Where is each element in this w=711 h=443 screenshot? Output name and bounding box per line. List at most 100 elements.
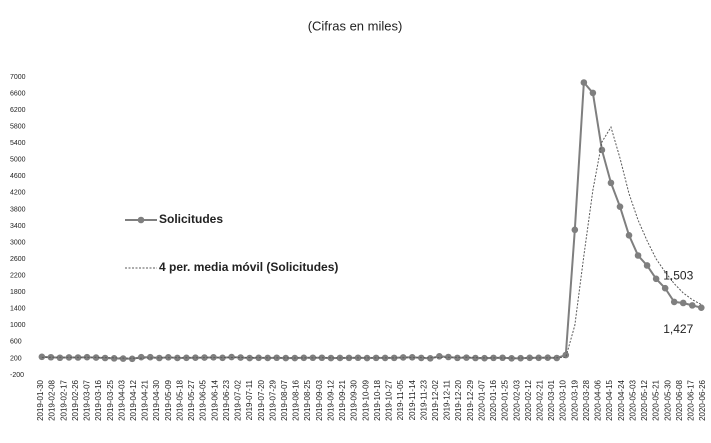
x-tick-label: 2019-12-20 xyxy=(454,379,463,420)
data-point xyxy=(363,354,371,362)
y-tick-label: 4600 xyxy=(10,173,26,180)
data-point xyxy=(697,304,705,311)
data-point xyxy=(580,79,588,86)
y-tick-label: -200 xyxy=(10,372,24,379)
x-tick-label: 2020-04-24 xyxy=(617,379,626,420)
data-point xyxy=(454,354,461,362)
x-tick-label: 2020-04-06 xyxy=(594,379,603,420)
data-point xyxy=(237,354,244,361)
x-tick-label: 2019-08-25 xyxy=(303,379,312,420)
x-tick-label: 2019-02-26 xyxy=(71,379,80,420)
x-tick-label: 2019-06-05 xyxy=(199,379,208,420)
y-tick-label: 6200 xyxy=(10,107,26,114)
x-tick-label: 2020-03-10 xyxy=(559,379,568,420)
x-tick-label: 2019-11-05 xyxy=(396,379,405,420)
x-tick-label: 2020-06-26 xyxy=(698,379,707,420)
data-point xyxy=(408,353,416,361)
x-tick-label: 2019-02-08 xyxy=(48,379,57,420)
data-point xyxy=(562,351,570,359)
data-point xyxy=(282,354,290,362)
data-point xyxy=(47,353,55,361)
x-tick-label: 2020-03-19 xyxy=(570,379,579,420)
y-tick-label: 1000 xyxy=(10,322,26,329)
x-tick-label: 2019-12-02 xyxy=(431,379,440,420)
x-tick-label: 2019-11-14 xyxy=(408,379,417,420)
value-label: 1,503 xyxy=(663,269,693,283)
data-point xyxy=(652,275,660,283)
data-point xyxy=(83,353,91,361)
data-point xyxy=(535,354,542,362)
y-tick-label: 4200 xyxy=(10,190,26,197)
x-tick-label: 2020-04-15 xyxy=(605,379,614,420)
x-tick-label: 2019-05-18 xyxy=(175,379,184,420)
x-tick-label: 2019-03-25 xyxy=(106,379,115,420)
x-tick-label: 2019-05-27 xyxy=(187,379,196,420)
x-tick-label: 2020-03-01 xyxy=(547,379,556,420)
x-tick-label: 2020-05-12 xyxy=(640,379,649,420)
x-tick-label: 2019-03-16 xyxy=(94,379,103,420)
y-tick-label: 600 xyxy=(10,339,22,346)
chart-title: (Cifras en miles) xyxy=(308,18,403,33)
data-point xyxy=(472,354,479,362)
y-tick-label: 1400 xyxy=(10,306,26,313)
y-tick-label: 200 xyxy=(10,355,22,362)
legend-marker xyxy=(137,216,145,224)
x-tick-label: 2020-01-07 xyxy=(477,379,486,420)
data-point xyxy=(174,354,181,362)
data-point xyxy=(616,203,624,210)
x-tick-label: 2019-04-03 xyxy=(117,379,126,420)
data-point xyxy=(128,355,136,363)
y-tick-label: 2200 xyxy=(10,273,26,280)
x-tick-label: 2019-04-12 xyxy=(129,379,138,420)
x-tick-label: 2019-05-09 xyxy=(164,379,173,420)
y-tick-label: 7000 xyxy=(10,74,26,81)
value-label: 1,427 xyxy=(663,322,693,336)
data-point xyxy=(436,352,443,360)
x-tick-label: 2020-03-28 xyxy=(582,379,591,420)
data-point xyxy=(219,354,226,362)
x-tick-label: 2020-02-03 xyxy=(512,379,521,420)
data-point xyxy=(119,355,127,362)
y-tick-label: 5400 xyxy=(10,140,26,147)
data-point xyxy=(661,284,669,292)
data-point xyxy=(679,299,687,307)
data-point xyxy=(625,231,633,239)
data-point xyxy=(499,354,506,362)
data-point xyxy=(589,89,597,97)
data-point xyxy=(670,298,678,306)
data-point xyxy=(146,353,154,361)
x-tick-label: 2020-06-17 xyxy=(686,379,695,420)
x-tick-label: 2020-05-03 xyxy=(628,379,637,420)
x-tick-label: 2019-06-14 xyxy=(210,379,219,420)
data-point xyxy=(643,262,651,269)
x-tick-label: 2019-10-09 xyxy=(361,379,370,420)
x-tick-label: 2019-07-20 xyxy=(257,379,266,420)
data-point xyxy=(634,252,642,259)
data-point xyxy=(426,355,434,362)
x-tick-label: 2019-04-30 xyxy=(152,379,161,420)
x-tick-label: 2019-04-21 xyxy=(141,379,150,420)
y-tick-label: 3400 xyxy=(10,223,26,230)
data-point xyxy=(300,354,308,362)
data-point xyxy=(246,354,253,362)
x-tick-label: 2020-05-21 xyxy=(652,379,661,420)
x-tick-label: 2019-08-16 xyxy=(292,379,301,420)
x-tick-label: 2020-02-21 xyxy=(536,379,545,420)
x-tick-label: 2019-08-07 xyxy=(280,379,289,420)
x-tick-label: 2020-02-12 xyxy=(524,379,533,420)
x-tick-label: 2019-10-18 xyxy=(373,379,382,420)
data-point xyxy=(517,354,524,362)
x-tick-label: 2019-09-03 xyxy=(315,379,324,420)
x-tick-label: 2019-03-07 xyxy=(83,379,92,420)
data-point xyxy=(607,179,615,187)
data-point xyxy=(255,354,262,362)
legend-label: Solicitudes xyxy=(159,212,223,226)
x-tick-label: 2019-11-23 xyxy=(419,379,428,420)
x-tick-label: 2019-07-11 xyxy=(245,379,254,420)
y-tick-label: 6600 xyxy=(10,90,26,97)
data-point xyxy=(571,226,579,234)
data-point xyxy=(327,354,335,362)
data-point xyxy=(688,302,696,309)
data-point xyxy=(390,354,398,362)
y-tick-label: 3800 xyxy=(10,206,26,213)
